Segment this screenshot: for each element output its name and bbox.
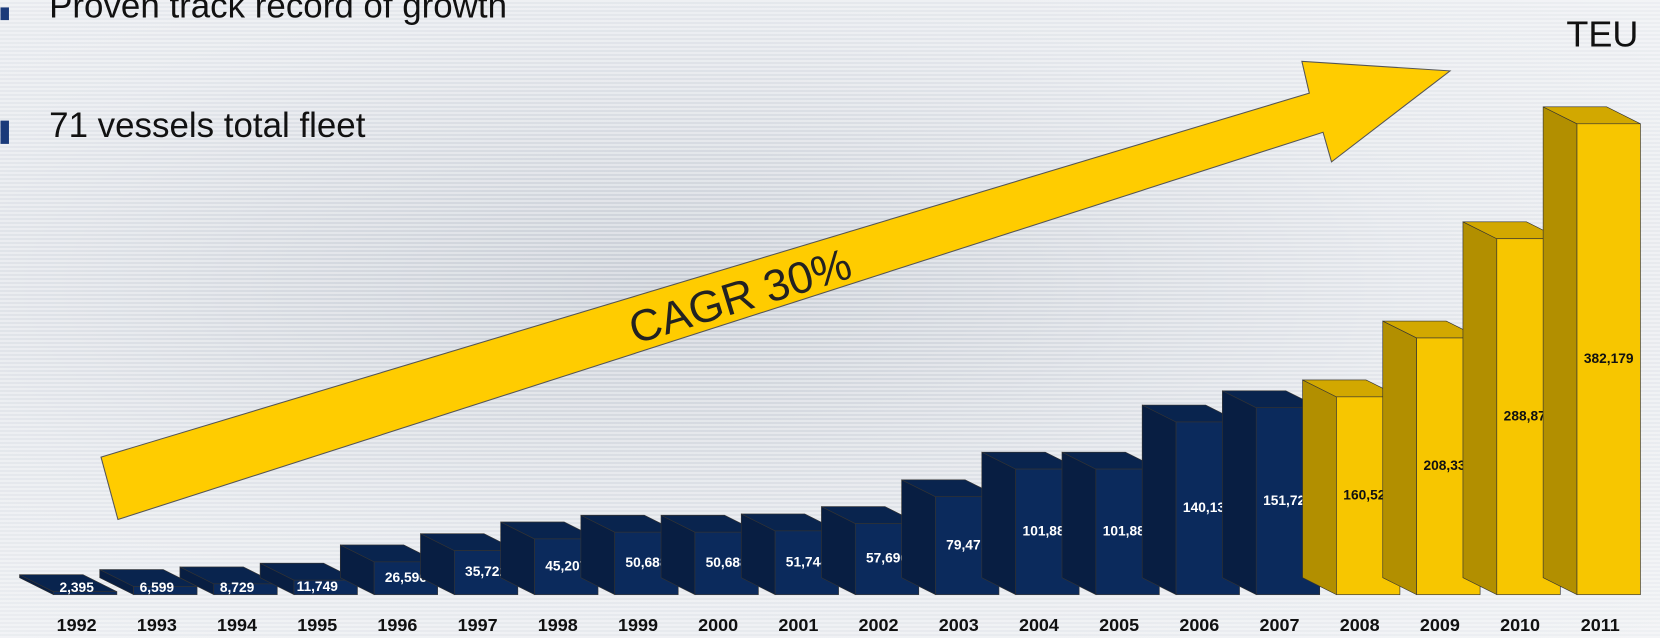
bar: [213, 583, 278, 595]
bar-side: [1542, 106, 1578, 596]
bars: 2,395 1992 6,599 1993 8,729 1994 11,749 1995 26,…: [19, 106, 1641, 635]
x-tick-label: 2008: [1340, 615, 1380, 635]
value-label: 288,879: [1504, 408, 1554, 423]
bar-side: [1222, 390, 1257, 596]
unit-label: TEU: [1566, 14, 1638, 55]
x-tick-label: 2010: [1500, 615, 1540, 635]
value-label: 101,884: [1023, 523, 1073, 538]
x-tick-label: 2006: [1179, 615, 1219, 635]
x-tick-label: 2003: [939, 615, 979, 635]
x-tick-label: 2007: [1260, 615, 1300, 635]
x-tick-label: 1997: [458, 615, 498, 635]
bullet-text: 71 vessels total fleet: [49, 106, 366, 145]
bar: [293, 579, 358, 595]
bar-group: 382,179 2011: [1542, 106, 1641, 635]
value-label: 57,696: [866, 551, 908, 566]
value-label: 6,599: [140, 580, 175, 595]
bullet-marker: [0, 120, 9, 144]
bar: [53, 591, 118, 595]
value-label: 26,596: [385, 570, 427, 585]
bar-group: 51,744 2001: [740, 513, 839, 635]
x-tick-label: 2004: [1019, 615, 1059, 635]
growth-arrow: [100, 60, 1452, 521]
bar-group: 8,729 1994: [179, 566, 278, 635]
value-label: 79,471: [946, 537, 988, 552]
value-label: 101,884: [1103, 523, 1153, 538]
bar-group: 2,395 1992: [19, 574, 118, 635]
bar-side: [1382, 320, 1417, 596]
value-label: 11,749: [297, 579, 339, 594]
x-tick-label: 2009: [1420, 615, 1460, 635]
x-tick-label: 2005: [1099, 615, 1139, 635]
value-label: 51,744: [786, 554, 828, 569]
x-tick-label: 2002: [859, 615, 899, 635]
bar-side: [981, 451, 1016, 596]
x-tick-label: 1996: [377, 615, 417, 635]
bar-side: [901, 479, 936, 596]
x-tick-label: 1995: [297, 615, 337, 635]
value-label: 45,207: [545, 558, 587, 573]
cagr-label: CAGR 30%: [623, 240, 857, 354]
value-label: 160,528: [1343, 487, 1393, 502]
x-tick-label: 2001: [778, 615, 818, 635]
value-label: 382,179: [1584, 351, 1634, 366]
bar-group: 208,333 2009: [1382, 320, 1481, 635]
value-label: 50,688: [706, 555, 748, 570]
x-tick-label: 2011: [1581, 615, 1620, 635]
bar-group: 57,696 2002: [821, 506, 920, 635]
value-label: 35,722: [465, 564, 507, 579]
x-tick-label: 2000: [698, 615, 738, 635]
value-label: 8,729: [220, 580, 255, 595]
value-label: 208,333: [1424, 458, 1474, 473]
bar-side: [1302, 379, 1337, 596]
x-tick-label: 1994: [217, 615, 257, 635]
x-tick-label: 1998: [538, 615, 578, 635]
bullet-text: Proven track record of growth: [49, 0, 507, 26]
value-label: 2,395: [59, 580, 94, 595]
bar: [133, 586, 198, 595]
value-label: 151,725: [1263, 493, 1313, 508]
bar-side: [1141, 404, 1177, 596]
bar-side: [1061, 451, 1097, 596]
value-label: 140,137: [1183, 500, 1233, 515]
value-label: 50,688: [625, 555, 667, 570]
bar: [1576, 123, 1641, 595]
x-tick-label: 1992: [57, 615, 97, 635]
bar-group: 11,749 1995: [259, 562, 358, 635]
bar-group: 6,599 1993: [99, 569, 198, 635]
bullet-marker: [0, 7, 9, 21]
x-tick-label: 1993: [137, 615, 177, 635]
bar-group: 50,688 2000: [660, 514, 759, 635]
x-tick-label: 1999: [618, 615, 658, 635]
bar-side: [1462, 221, 1498, 596]
